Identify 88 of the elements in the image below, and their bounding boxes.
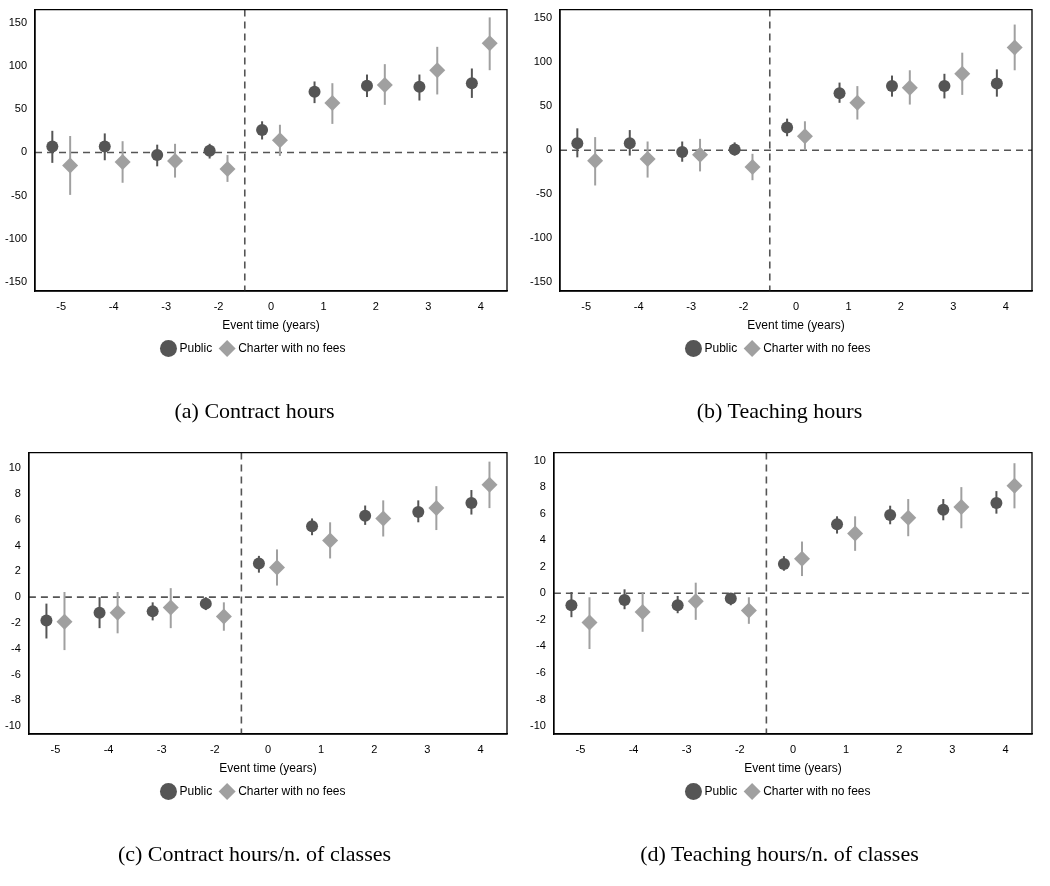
y-tick-label: -100 (4, 232, 28, 245)
x-tick-label: -4 (108, 299, 119, 312)
x-tick-label: -3 (686, 299, 697, 312)
y-tick-label: 10 (533, 453, 546, 466)
y-tick-label: -6 (536, 665, 546, 678)
x-tick-label: 3 (950, 299, 957, 312)
legend-label: Public (179, 340, 213, 355)
y-tick-label: -10 (4, 719, 21, 732)
legend-label: Public (704, 340, 738, 355)
x-tick-label: 2 (896, 742, 903, 755)
x-tick-label: 3 (425, 299, 432, 312)
y-tick-label: -50 (11, 188, 28, 201)
y-tick-label: 150 (533, 11, 553, 24)
x-tick-label: -5 (56, 299, 67, 312)
x-tick-label: -2 (738, 299, 749, 312)
legend-label: Public (179, 783, 213, 798)
y-tick-label: 8 (14, 486, 21, 499)
y-tick-label: 6 (539, 506, 546, 519)
x-tick-label: -3 (681, 742, 692, 755)
y-tick-label: -150 (529, 275, 553, 288)
x-tick-label: 0 (267, 299, 275, 312)
y-tick-label: 0 (539, 586, 546, 599)
x-tick-label: -4 (633, 299, 644, 312)
legend-label: Charter with no fees (763, 340, 871, 355)
text: (d) Teaching hours/n. of classes (640, 840, 919, 866)
y-tick-label: -100 (529, 231, 553, 244)
y-tick-label: 8 (539, 480, 546, 493)
y-tick-label: -4 (11, 641, 21, 654)
legend-label: Charter with no fees (238, 340, 346, 355)
x-tick-label: -5 (581, 299, 592, 312)
x-tick-label: -3 (161, 299, 172, 312)
y-tick-label: -8 (11, 693, 21, 706)
x-axis-title: Event time (years) (747, 317, 845, 332)
x-tick-label: -2 (734, 742, 745, 755)
x-tick-label: 2 (371, 742, 378, 755)
x-tick-label: -5 (50, 742, 61, 755)
x-tick-label: 4 (1002, 299, 1009, 312)
y-tick-label: -4 (536, 639, 546, 652)
y-tick-label: 4 (539, 533, 546, 546)
y-tick-label: 2 (14, 564, 21, 577)
x-tick-label: 1 (318, 742, 325, 755)
x-axis-title: Event time (years) (744, 760, 842, 775)
y-tick-label: 100 (8, 58, 28, 71)
x-tick-label: 2 (372, 299, 379, 312)
x-tick-label: -2 (213, 299, 224, 312)
x-tick-label: 0 (264, 742, 272, 755)
y-tick-label: 0 (20, 145, 28, 158)
y-tick-label: -150 (4, 275, 28, 288)
y-tick-label: -50 (536, 187, 553, 200)
text: (b) Teaching hours (696, 397, 863, 423)
x-tick-label: 2 (897, 299, 904, 312)
x-tick-label: 1 (845, 299, 852, 312)
x-tick-label: 3 (949, 742, 956, 755)
x-tick-label: 1 (320, 299, 327, 312)
y-tick-label: 2 (539, 559, 546, 572)
legend-label: Public (704, 783, 738, 798)
y-tick-label: 100 (533, 55, 553, 68)
legend-label: Charter with no fees (238, 783, 346, 798)
x-tick-label: 4 (1002, 742, 1009, 755)
x-tick-label: 0 (789, 742, 797, 755)
y-tick-label: 10 (8, 461, 21, 474)
y-tick-label: -2 (536, 612, 546, 625)
y-tick-label: -8 (536, 692, 546, 705)
x-tick-label: 3 (424, 742, 431, 755)
y-tick-label: 0 (14, 590, 21, 603)
x-tick-label: 4 (477, 742, 484, 755)
x-tick-label: -4 (103, 742, 114, 755)
text: (c) Contract hours/n. of classes (117, 840, 392, 866)
text: (a) Contract hours (174, 397, 335, 423)
y-tick-label: 6 (14, 512, 21, 525)
x-axis-title: Event time (years) (219, 760, 317, 775)
x-tick-label: -3 (156, 742, 167, 755)
x-tick-label: -4 (628, 742, 639, 755)
y-tick-label: -2 (11, 616, 21, 629)
x-tick-label: 1 (843, 742, 850, 755)
x-tick-label: -5 (575, 742, 586, 755)
y-tick-label: 50 (539, 99, 553, 112)
y-tick-label: 50 (14, 102, 28, 115)
x-tick-label: 4 (477, 299, 484, 312)
y-tick-label: 150 (8, 15, 28, 28)
y-tick-label: -10 (529, 719, 546, 732)
x-tick-label: -2 (209, 742, 220, 755)
y-tick-label: 4 (14, 538, 21, 551)
x-tick-label: 0 (792, 299, 800, 312)
y-tick-label: 0 (545, 143, 553, 156)
y-tick-label: -6 (11, 667, 21, 680)
x-axis-title: Event time (years) (222, 317, 320, 332)
legend-label: Charter with no fees (763, 783, 871, 798)
